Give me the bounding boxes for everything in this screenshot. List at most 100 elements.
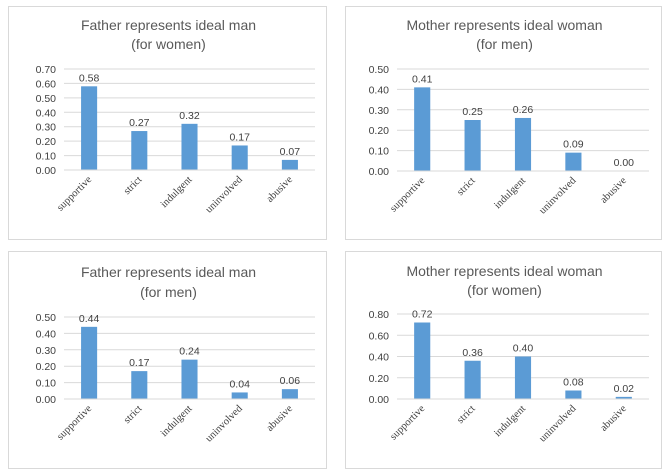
chart-father-men-category-label-strict: strict <box>122 403 145 426</box>
chart-father-men-data-label-strict: 0.17 <box>129 357 150 369</box>
chart-father-men-y-tick-label: 0.10 <box>36 378 57 390</box>
chart-mother-women-bar-abusive <box>615 396 632 399</box>
chart-father-men-title-line-1: Father represents ideal man <box>81 264 256 280</box>
chart-father-women-bar-uninvolved <box>231 145 248 170</box>
chart-mother-men-bar-supportive <box>414 87 431 171</box>
chart-father-men-bar-strict <box>131 371 148 399</box>
chart-father-women-bar-supportive <box>81 86 98 170</box>
chart-mother-men-y-tick-label: 0.20 <box>369 125 390 137</box>
chart-mother-women-y-tick-label: 0.20 <box>369 373 390 385</box>
chart-mother-women-category-label-abusive: abusive <box>598 403 629 434</box>
chart-mother-women-bar-indulgent <box>514 356 532 399</box>
chart-father-men-title-line-2: (for men) <box>140 284 197 300</box>
chart-father-men-y-tick-label: 0.20 <box>36 361 57 373</box>
chart-mother-women-category-label-strict: strict <box>455 403 478 426</box>
chart-father-women-title-line-2: (for women) <box>131 36 206 52</box>
chart-father-men-category-label-indulgent: indulgent <box>159 403 195 439</box>
chart-mother-women-data-label-uninvolved: 0.08 <box>563 377 584 389</box>
chart-father-women-y-tick-label: 0.20 <box>36 136 57 148</box>
chart-mother-women-data-label-supportive: 0.72 <box>412 309 433 321</box>
chart-father-women-data-label-strict: 0.27 <box>129 117 150 129</box>
chart-mother-women-bar-supportive <box>414 322 431 399</box>
chart-father-women-title-line-1: Father represents ideal man <box>81 17 256 33</box>
chart-father-men-bar-supportive <box>81 326 98 399</box>
chart-mother-women-data-label-indulgent: 0.40 <box>513 343 534 355</box>
chart-mother-men-y-tick-label: 0.50 <box>369 64 390 76</box>
chart-panel-mother-men: Mother represents ideal woman (for men) 0.… <box>345 6 662 240</box>
chart-mother-women-y-tick-label: 0.80 <box>369 309 390 321</box>
chart-mother-women-data-label-strict: 0.36 <box>462 347 483 359</box>
chart-mother-men-category-label-supportive: supportive <box>388 175 427 214</box>
chart-mother-women-category-label-supportive: supportive <box>388 403 427 442</box>
chart-mother-men-category-label-indulgent: indulgent <box>492 175 528 211</box>
chart-mother-men-bar-uninvolved <box>565 152 582 171</box>
chart-father-men-y-tick-label: 0.50 <box>36 312 57 324</box>
chart-panel-mother-women: Mother represents ideal woman (for women)… <box>345 251 662 469</box>
chart-mother-men-bar-indulgent <box>514 117 532 171</box>
chart-father-women-category-label-uninvolved: uninvolved <box>204 174 246 216</box>
chart-father-women-data-label-uninvolved: 0.17 <box>229 131 250 143</box>
chart-father-women-category-label-indulgent: indulgent <box>159 174 195 210</box>
chart-mother-women-category-label-indulgent: indulgent <box>492 403 528 439</box>
chart-father-women-bar-indulgent <box>181 123 198 170</box>
chart-mother-women-title-line-2: (for women) <box>467 282 542 298</box>
chart-mother-women-y-tick-label: 0.60 <box>369 330 390 342</box>
chart-father-women-y-tick-label: 0.50 <box>36 93 57 105</box>
chart-father-women-category-label-abusive: abusive <box>265 174 296 205</box>
chart-mother-men-y-tick-label: 0.40 <box>369 84 390 96</box>
chart-father-women-data-label-abusive: 0.07 <box>280 146 301 158</box>
chart-svg-mother-men: Mother represents ideal woman (for men) 0.… <box>369 17 649 217</box>
chart-mother-men-data-label-strict: 0.25 <box>462 106 483 118</box>
chart-panel-father-men: Father represents ideal man (for men) 0.00… <box>8 251 327 469</box>
chart-mother-women-title-line-1: Mother represents ideal woman <box>406 263 602 279</box>
chart-mother-women-y-tick-label: 0.00 <box>369 394 390 406</box>
chart-svg-father-women: Father represents ideal man (for women) 0.… <box>36 17 315 216</box>
chart-mother-women-y-tick-label: 0.40 <box>369 352 390 364</box>
chart-father-men-data-label-supportive: 0.44 <box>79 313 100 325</box>
chart-father-women-data-label-supportive: 0.58 <box>79 72 100 84</box>
chart-father-men-bar-abusive <box>281 389 298 399</box>
chart-father-women-y-tick-label: 0.00 <box>36 165 57 177</box>
chart-mother-men-y-tick-label: 0.30 <box>369 105 390 117</box>
chart-father-women-data-label-indulgent: 0.32 <box>179 110 200 122</box>
chart-mother-men-bar-strict <box>464 120 481 171</box>
chart-father-men-y-tick-label: 0.30 <box>36 345 57 357</box>
chart-father-men-y-tick-label: 0.40 <box>36 328 57 340</box>
chart-mother-men-data-label-supportive: 0.41 <box>412 73 433 85</box>
chart-svg-mother-women: Mother represents ideal woman (for women)… <box>369 263 649 445</box>
chart-svg-father-men: Father represents ideal man (for men) 0.00… <box>36 264 315 445</box>
chart-mother-men-y-tick-label: 0.00 <box>369 166 390 178</box>
chart-father-women-y-tick-label: 0.10 <box>36 151 57 163</box>
chart-father-men-y-tick-label: 0.00 <box>36 394 57 406</box>
chart-father-men-category-label-supportive: supportive <box>55 403 94 442</box>
chart-father-women-category-label-strict: strict <box>122 174 145 197</box>
chart-father-men-bar-indulgent <box>181 359 198 399</box>
chart-mother-women-data-label-abusive: 0.02 <box>614 383 635 395</box>
chart-mother-men-title-line-1: Mother represents ideal woman <box>406 17 602 33</box>
chart-panel-father-women: Father represents ideal man (for women) 0.… <box>8 6 327 240</box>
chart-father-women-bar-strict <box>131 131 148 170</box>
chart-mother-men-title-line-2: (for men) <box>476 36 533 52</box>
chart-mother-men-category-label-uninvolved: uninvolved <box>537 175 579 217</box>
chart-father-men-category-label-abusive: abusive <box>265 403 296 434</box>
chart-father-men-bar-uninvolved <box>231 392 248 399</box>
chart-father-men-data-label-uninvolved: 0.04 <box>229 378 250 390</box>
chart-father-women-y-tick-label: 0.40 <box>36 107 57 119</box>
chart-mother-men-category-label-abusive: abusive <box>598 175 629 206</box>
chart-father-men-data-label-abusive: 0.06 <box>280 375 301 387</box>
chart-mother-men-data-label-indulgent: 0.26 <box>513 104 534 116</box>
chart-mother-men-y-tick-label: 0.10 <box>369 146 390 158</box>
chart-father-women-category-label-supportive: supportive <box>55 174 94 213</box>
chart-mother-men-data-label-uninvolved: 0.09 <box>563 139 584 151</box>
chart-father-women-bar-abusive <box>281 159 298 170</box>
chart-father-men-category-label-uninvolved: uninvolved <box>204 403 246 445</box>
chart-mother-women-category-label-uninvolved: uninvolved <box>537 403 579 445</box>
chart-father-women-y-tick-label: 0.60 <box>36 78 57 90</box>
chart-father-women-y-tick-label: 0.30 <box>36 122 57 134</box>
chart-mother-men-data-label-abusive: 0.00 <box>614 157 635 169</box>
chart-father-men-data-label-indulgent: 0.24 <box>179 346 200 358</box>
chart-mother-women-bar-uninvolved <box>565 390 582 399</box>
chart-mother-men-category-label-strict: strict <box>455 175 478 198</box>
chart-father-women-y-tick-label: 0.70 <box>36 64 57 76</box>
chart-mother-women-bar-strict <box>464 360 481 399</box>
